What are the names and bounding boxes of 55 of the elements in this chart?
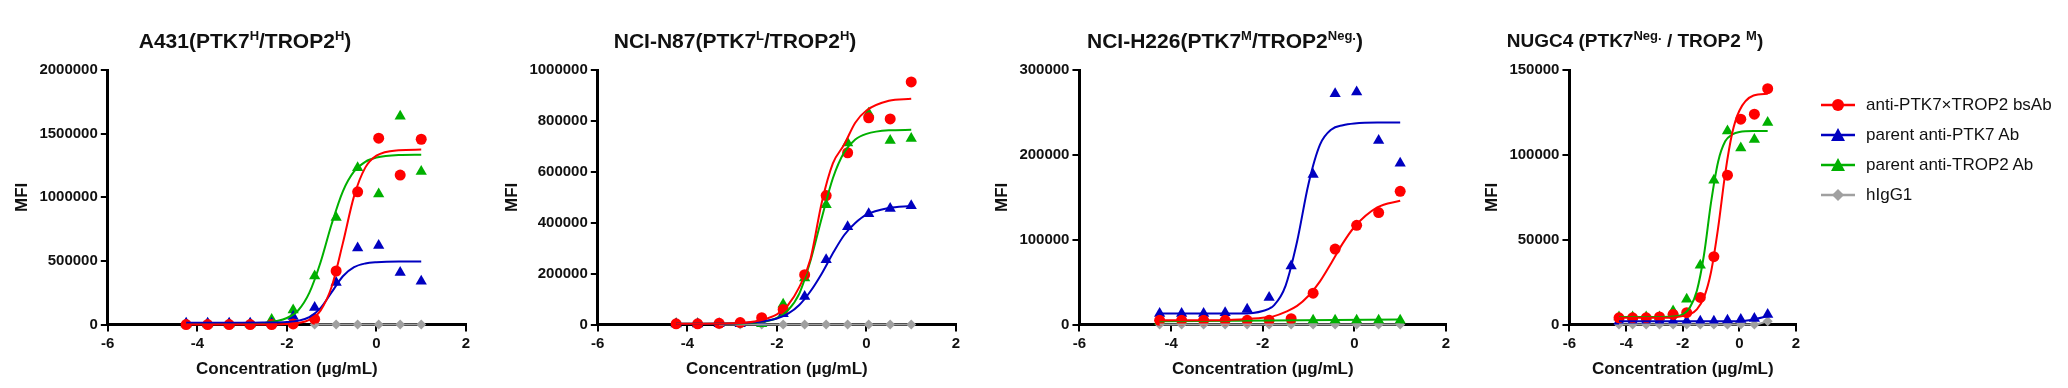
y-tick-label: 100000 (1509, 145, 1560, 163)
x-tick-label: -4 (1164, 333, 1179, 351)
x-tick-label: -6 (1072, 333, 1087, 351)
x-axis-title: Concentration (µg/mL) (196, 359, 378, 379)
y-axis-title: MFI (501, 182, 521, 212)
y-tick-label: 0 (1061, 314, 1070, 332)
y-tick-label: 1000000 (39, 187, 98, 205)
y-tick-label: 150000 (1509, 60, 1560, 78)
x-tick-label: 2 (1791, 333, 1801, 351)
legend-label: parent anti-TROP2 Ab (1866, 155, 2034, 175)
x-tick-label: 2 (951, 333, 961, 351)
x-tick-label: -2 (1256, 333, 1270, 351)
legend-label: hIgG1 (1866, 185, 1913, 205)
x-tick-label: -6 (1562, 333, 1577, 351)
x-tick-label: 0 (1735, 333, 1744, 351)
x-tick-label: 0 (372, 333, 381, 351)
x-tick-label: -4 (680, 333, 695, 351)
legend-label: parent anti-PTK7 Ab (1866, 125, 2020, 145)
x-tick-label: 0 (1350, 333, 1359, 351)
y-axis-title: MFI (1481, 182, 1501, 212)
x-axis-title: Concentration (µg/mL) (686, 359, 868, 379)
x-tick-label: -6 (591, 333, 605, 351)
x-tick-label: -4 (1619, 333, 1634, 351)
y-tick-label: 1500000 (39, 123, 98, 141)
x-axis-title: Concentration (µg/mL) (1591, 359, 1774, 379)
y-tick-label: 50000 (1517, 229, 1560, 247)
x-tick-label: -2 (770, 333, 784, 351)
y-tick-label: 300000 (1019, 60, 1070, 78)
y-tick-label: 100000 (1019, 229, 1070, 247)
y-tick-label: 600000 (537, 161, 588, 179)
chart-title: NUGC4 (PTK7$^{Neg.}$ / TROP2 $^{M}$) (1505, 27, 1765, 54)
y-tick-label: 0 (579, 314, 588, 332)
y-axis-title: MFI (991, 182, 1011, 212)
x-tick-label: 0 (862, 333, 871, 351)
y-axis-title: MFI (11, 182, 31, 212)
x-tick-label: 2 (461, 333, 471, 351)
chart-title: A431(PTK7$^{H}$/TROP2$^{H}$) (137, 27, 353, 54)
chart-title: NCI-H226(PTK7$^{M}$/TROP2$^{Neg.}$) (1086, 27, 1364, 54)
x-axis-title: Concentration (µg/mL) (1171, 359, 1354, 379)
y-tick-label: 200000 (1019, 145, 1070, 163)
x-tick-label: -4 (190, 333, 205, 351)
y-tick-label: 1000000 (529, 60, 588, 78)
y-tick-label: 0 (89, 314, 98, 332)
y-tick-label: 2000000 (39, 60, 98, 78)
x-tick-label: -6 (101, 333, 115, 351)
y-tick-label: 0 (1551, 314, 1560, 332)
x-tick-label: -2 (1676, 333, 1690, 351)
y-tick-label: 400000 (537, 212, 588, 230)
y-tick-label: 500000 (47, 251, 98, 269)
chart-title: NCI-N87(PTK7$^{L}$/TROP2$^{H}$) (612, 27, 858, 54)
x-tick-label: -2 (280, 333, 294, 351)
x-tick-label: 2 (1441, 333, 1451, 351)
legend-label: anti-PTK7×TROP2 bsAb (1866, 95, 2052, 115)
y-tick-label: 800000 (537, 111, 588, 129)
y-tick-label: 200000 (537, 263, 588, 281)
